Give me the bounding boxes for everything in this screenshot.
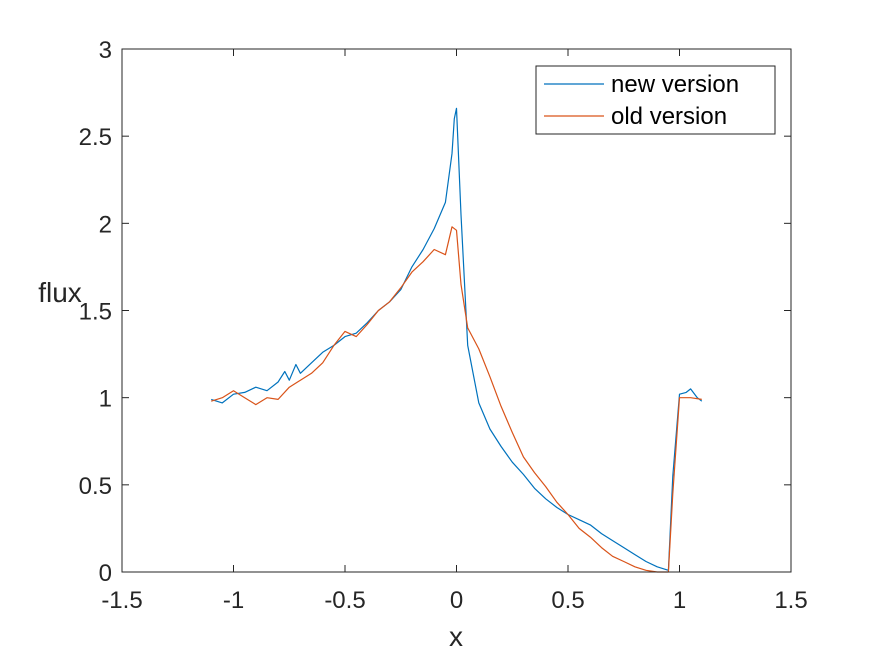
legend-label-old-version: old version [611, 103, 727, 130]
y-tick-label: 2.5 [79, 124, 112, 151]
y-tick-label: 2 [99, 211, 112, 238]
tick-layer: -1.5 -1 -0.5 0 0.5 1 1.5 0 0.5 1 1.5 2 2.5 3 [79, 37, 808, 614]
y-axis-label: flux [38, 277, 82, 308]
legend-box [535, 65, 776, 135]
x-tick-label: 1.5 [774, 587, 807, 614]
series-line-new-version [211, 107, 703, 571]
x-axis-label: x [449, 621, 463, 652]
y-tick-label: 0.5 [79, 473, 112, 500]
plot-area [122, 49, 791, 572]
y-tick-label: 3 [99, 37, 112, 64]
x-tick-label: -1.5 [101, 587, 142, 614]
legend-label-new-version: new version [611, 71, 739, 98]
series-line-old-version [211, 226, 702, 573]
y-tick-label: 0 [99, 560, 112, 587]
x-tick-label: 1 [673, 587, 686, 614]
y-tick-label: 1 [99, 386, 112, 413]
x-tick-label: 0.5 [551, 587, 584, 614]
x-tick-label: -0.5 [324, 587, 365, 614]
legend: new version old version [535, 65, 776, 135]
series-layer [211, 107, 703, 573]
x-tick-label: -1 [223, 587, 244, 614]
x-tick-label: 0 [450, 587, 463, 614]
y-tick-label: 1.5 [79, 299, 112, 326]
